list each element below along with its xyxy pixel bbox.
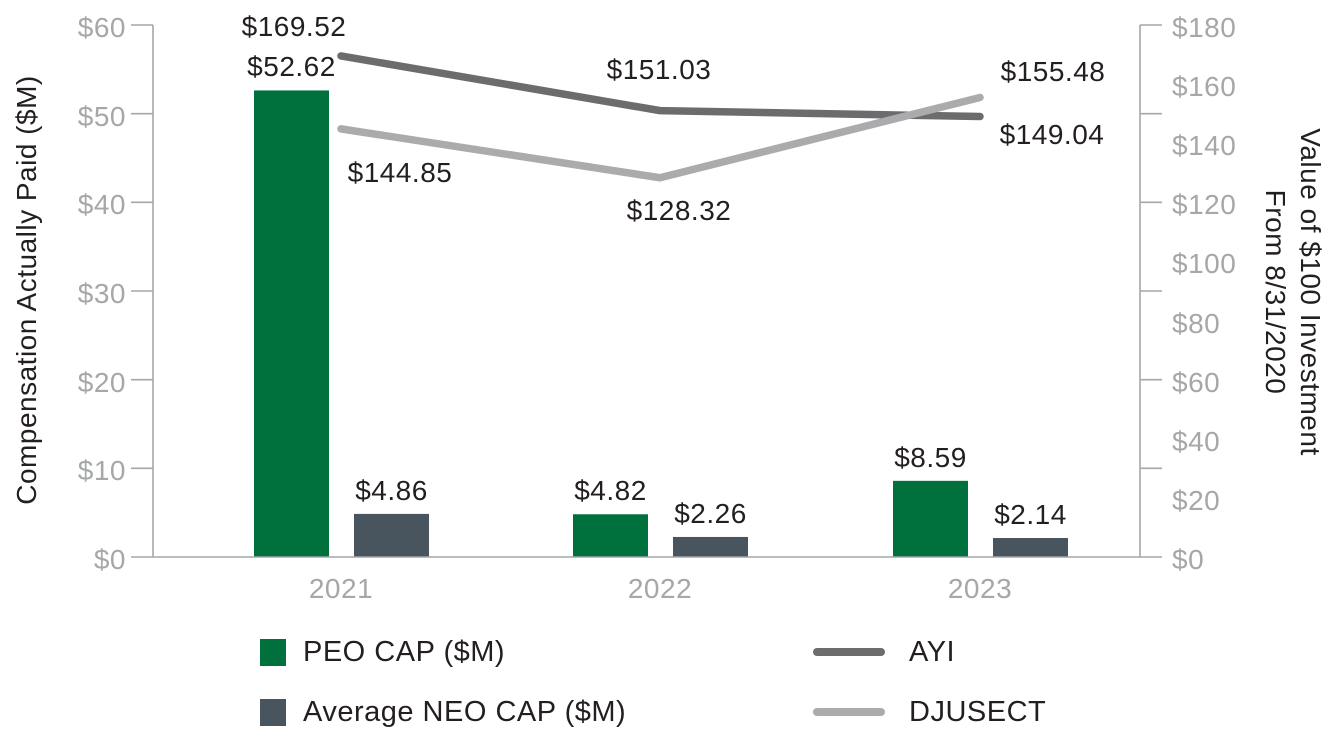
line-ayi (337, 52, 984, 121)
legend-label-djusect: DJUSECT (909, 695, 1047, 728)
bar-peo-cap-m--2021 (254, 90, 329, 557)
bar-average-neo-cap-m--2023 (993, 538, 1068, 557)
left-axis-tick-label: $30 (77, 278, 126, 309)
djusect-line-swatch-icon (813, 708, 885, 716)
right-axis-tick-label: $160 (1172, 71, 1237, 103)
bar-average-neo-cap-m--2022 (673, 536, 748, 557)
left-axis-tick-label: $0 (93, 544, 126, 575)
right-axis-tick-label: $140 (1172, 130, 1237, 162)
line-value-label-djusect: $144.85 (347, 156, 453, 188)
line-djusect (337, 93, 984, 182)
left-axis-tick-label: $50 (77, 100, 126, 132)
left-axis-title: Compensation Actually Paid ($M) (11, 75, 42, 505)
bar-value-label: $52.62 (247, 51, 336, 83)
x-axis-category-label: 2023 (947, 573, 1013, 604)
legend-item-djusect: DJUSECT (813, 695, 1047, 728)
legend-label-avg-neo-cap: Average NEO CAP ($M) (303, 695, 627, 728)
x-axis-category-label: 2022 (627, 573, 693, 604)
bar-value-label: $8.59 (894, 441, 967, 473)
right-axis-title-line-1: Value of $100 Investment (1295, 128, 1326, 456)
bar-value-label: $2.14 (994, 499, 1067, 531)
legend-item-ayi: AYI (813, 635, 956, 668)
left-axis-tick-label: $20 (77, 366, 126, 398)
line-value-label-djusect: $128.32 (626, 194, 732, 226)
bar-value-label: $4.82 (574, 475, 647, 507)
bar-value-label: $4.86 (355, 474, 428, 506)
left-axis-tick-label: $40 (77, 189, 126, 221)
ayi-line-swatch-icon (813, 648, 885, 656)
right-axis-tick-label: $180 (1172, 12, 1237, 43)
right-axis-tick-label: $120 (1172, 189, 1237, 221)
x-axis-category-label: 2021 (308, 573, 374, 604)
right-axis-tick-label: $80 (1172, 307, 1221, 339)
right-axis-title-line-2: From 8/31/2020 (1260, 189, 1291, 395)
bar-value-label: $2.26 (674, 497, 747, 529)
bar-average-neo-cap-m--2021 (354, 513, 429, 557)
right-axis-tick-label: $60 (1172, 366, 1221, 398)
left-axis-tick-label: $10 (77, 455, 126, 487)
right-axis-tick-label: $20 (1172, 484, 1221, 516)
legend-label-ayi: AYI (909, 635, 956, 668)
left-axis-tick-label: $60 (77, 12, 126, 43)
bar-peo-cap-m--2023 (893, 480, 968, 557)
line-value-label-djusect: $155.48 (1000, 56, 1106, 88)
line-value-label-ayi: $151.03 (606, 53, 712, 85)
bar-peo-cap-m--2022 (573, 514, 648, 557)
line-value-label-ayi: $169.52 (241, 10, 347, 42)
legend-item-avg-neo-cap: Average NEO CAP ($M) (260, 695, 627, 728)
legend-item-peo-cap: PEO CAP ($M) (260, 635, 506, 668)
legend-label-peo-cap: PEO CAP ($M) (303, 635, 506, 668)
right-axis-title: Value of $100 Investment From 8/31/2020 (1258, 128, 1328, 455)
right-axis-tick-label: $0 (1172, 544, 1205, 575)
right-axis-tick-label: $40 (1172, 425, 1221, 457)
peo-cap-swatch-icon (260, 638, 286, 666)
avg-neo-cap-swatch-icon (260, 698, 286, 726)
line-value-label-ayi: $149.04 (999, 118, 1105, 150)
right-axis-tick-label: $100 (1172, 248, 1237, 280)
